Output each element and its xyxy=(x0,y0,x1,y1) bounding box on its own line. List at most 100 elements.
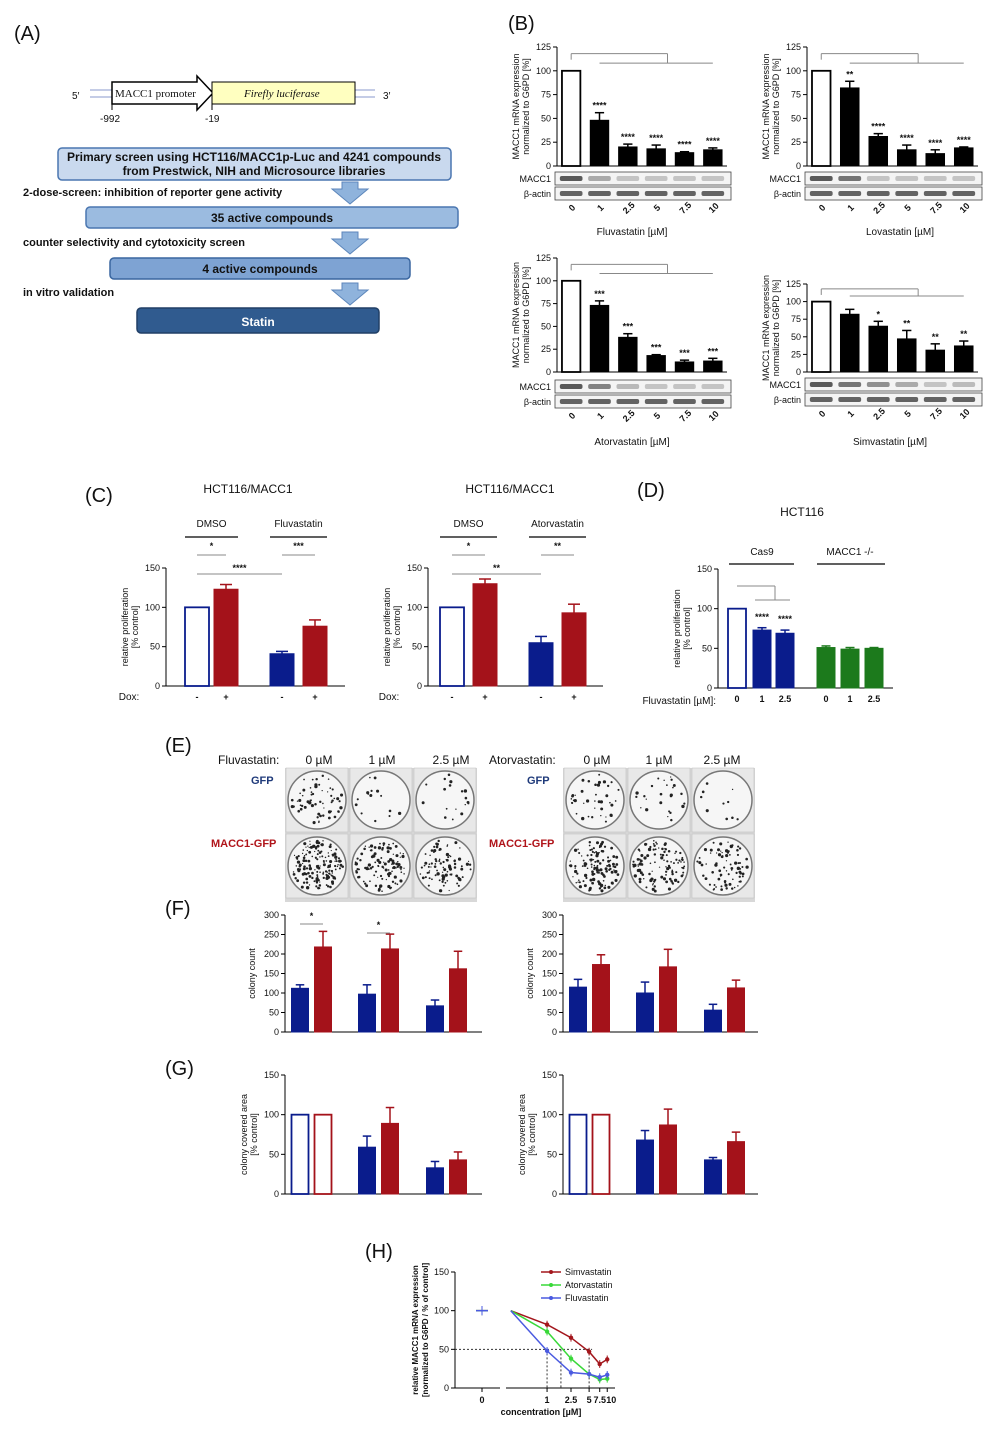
colony-dot xyxy=(396,865,399,869)
colony-dot xyxy=(590,861,592,863)
colony-dot xyxy=(604,884,607,887)
colony-dot xyxy=(683,865,686,868)
colony-dot xyxy=(577,881,579,883)
colony-dot xyxy=(683,802,686,805)
significance-label: **** xyxy=(871,122,886,132)
colony-dot xyxy=(448,774,450,777)
colony-dot xyxy=(428,877,431,880)
colony-dot xyxy=(655,841,657,844)
colony-dot xyxy=(394,882,397,885)
flow-step1: 2-dose-screen: inhibition of reporter ge… xyxy=(23,187,283,199)
colony-dot xyxy=(329,787,332,789)
colony-dot xyxy=(645,886,648,889)
bar xyxy=(896,338,917,373)
colony-dot xyxy=(712,841,715,844)
colony-dot xyxy=(651,884,654,886)
colony-dot xyxy=(327,791,329,793)
colony-dot xyxy=(682,866,685,870)
colony-dot xyxy=(305,877,309,881)
colony-dot xyxy=(294,877,297,880)
significance-label: **** xyxy=(957,135,972,145)
colony-dot xyxy=(303,855,306,857)
colony-dot xyxy=(333,852,337,856)
colony-dot xyxy=(586,854,589,857)
colony-dot xyxy=(601,873,604,876)
colony-dot xyxy=(573,869,578,874)
y-tick-label: 300 xyxy=(264,910,279,920)
colony-dot xyxy=(661,847,664,851)
colony-dot xyxy=(374,819,377,823)
colony-dot xyxy=(441,877,445,881)
colony-dot xyxy=(303,865,306,868)
blot-band xyxy=(644,399,668,404)
colony-dot xyxy=(607,885,611,889)
bar xyxy=(864,647,884,689)
x-tick-label: 10 xyxy=(707,201,721,215)
colony-dot xyxy=(317,864,320,867)
colony-dot xyxy=(387,869,390,871)
dox-label: Dox: xyxy=(119,692,140,703)
y-tick-label: 150 xyxy=(407,563,422,573)
colony-dot xyxy=(653,885,656,888)
colony-dot xyxy=(595,841,599,845)
colony-dot xyxy=(336,865,339,868)
colony-dot xyxy=(596,859,600,863)
significance-label: **** xyxy=(649,133,664,143)
colony-dot xyxy=(673,878,678,882)
colony-dot xyxy=(594,800,596,802)
colony-dot xyxy=(608,863,611,867)
colony-dot xyxy=(316,844,320,848)
x-tick-label: 1 xyxy=(845,203,856,214)
colony-dot xyxy=(335,858,337,861)
bar xyxy=(381,1122,399,1195)
colony-dot xyxy=(445,807,448,810)
y-tick-label: 50 xyxy=(541,113,551,123)
colony-dot xyxy=(680,861,682,863)
colony-dot xyxy=(591,877,596,882)
colony-dot xyxy=(447,856,450,859)
y-tick-label: 0 xyxy=(707,683,712,693)
colony-dot xyxy=(666,784,668,787)
colony-dot xyxy=(329,873,331,875)
bar xyxy=(472,583,498,687)
colony-dot xyxy=(424,876,427,879)
colony-dot xyxy=(427,884,430,887)
colony-dot xyxy=(301,852,304,855)
colony-dot xyxy=(446,845,448,847)
colony-dot xyxy=(386,850,390,854)
colony-dot xyxy=(724,883,728,887)
colony-dot xyxy=(327,816,331,820)
colony-dot xyxy=(305,881,309,884)
colony-dot xyxy=(316,875,319,878)
colony-dot xyxy=(649,845,652,849)
colony-dot xyxy=(588,844,591,847)
colony-dot xyxy=(399,856,401,858)
colony-dot xyxy=(301,794,304,797)
colony-dot xyxy=(290,805,294,809)
colony-dot xyxy=(738,880,741,883)
colony-dot xyxy=(335,848,338,851)
colony-dot xyxy=(445,852,450,857)
colony-dot xyxy=(709,852,712,854)
colony-dot xyxy=(430,866,432,868)
colony-dot xyxy=(587,780,591,783)
colony-dot xyxy=(613,869,615,871)
colony-dot xyxy=(448,889,450,892)
colony-dot xyxy=(615,870,618,873)
colony-dot xyxy=(395,854,399,858)
blot-label: β-actin xyxy=(774,395,801,405)
colony-dot xyxy=(701,790,705,794)
culture-plate xyxy=(351,836,411,896)
y-tick-label: 50 xyxy=(269,1149,279,1159)
panel-e-conc-1: 0 µM xyxy=(306,753,333,767)
dox-value: - xyxy=(540,692,543,702)
colony-dot xyxy=(395,867,397,869)
colony-dot xyxy=(739,867,742,870)
colony-dot xyxy=(448,864,452,868)
colony-dot xyxy=(682,874,684,876)
colony-dot xyxy=(658,866,661,868)
colony-dot xyxy=(719,842,723,846)
colony-dot xyxy=(398,811,402,815)
